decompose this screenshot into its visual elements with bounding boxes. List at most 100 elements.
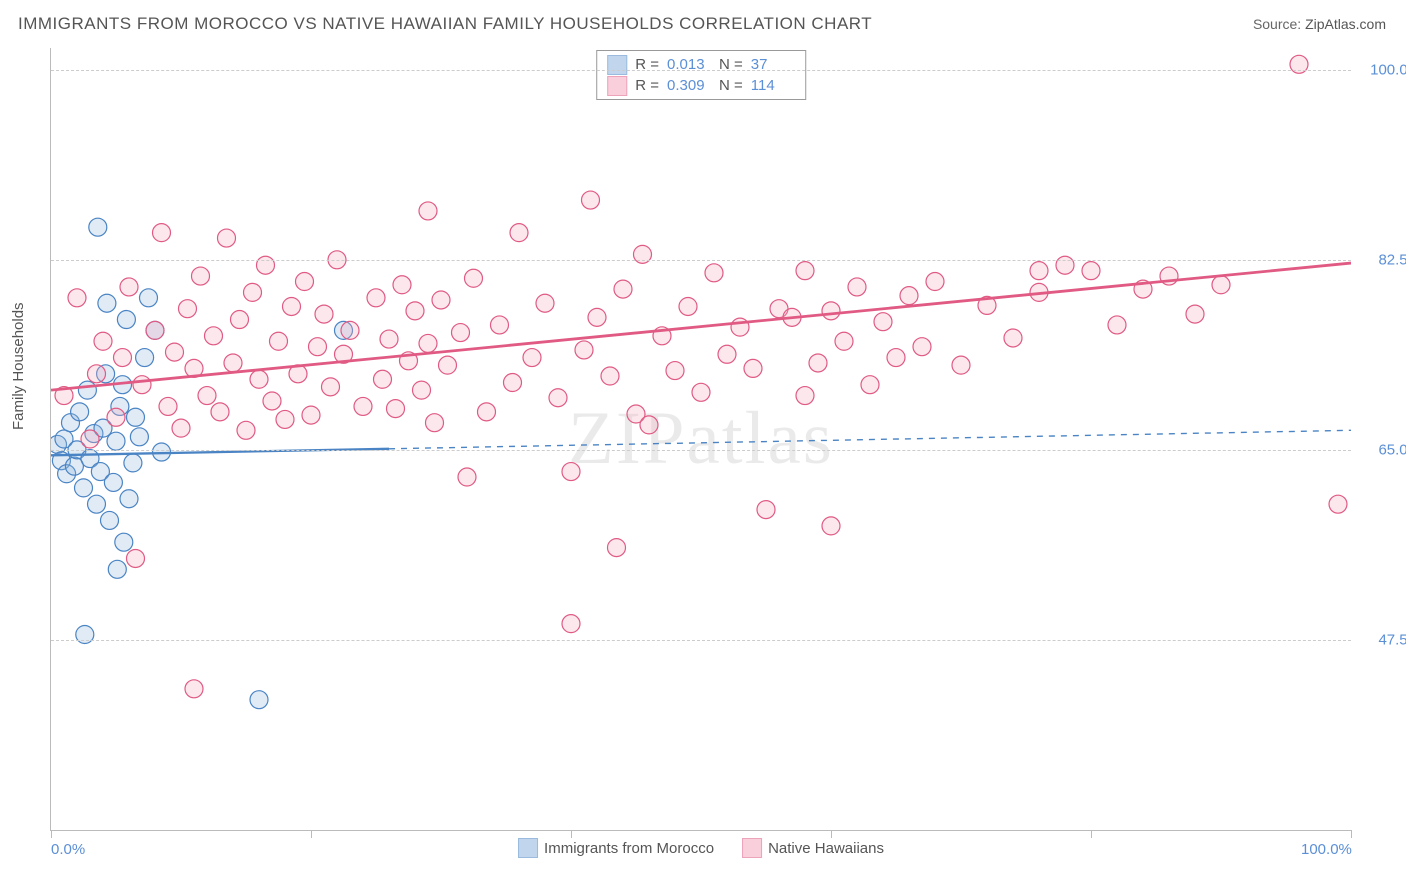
data-point-hawaiian: [192, 267, 210, 285]
data-point-hawaiian: [1030, 262, 1048, 280]
scatter-plot-area: ZIPatlas R =0.013N =37R =0.309N =114 Imm…: [50, 48, 1351, 831]
data-point-hawaiian: [244, 283, 262, 301]
data-point-hawaiian: [107, 408, 125, 426]
data-point-morocco: [130, 428, 148, 446]
data-point-morocco: [78, 381, 96, 399]
data-point-hawaiian: [848, 278, 866, 296]
stat-n-value: 114: [751, 75, 795, 96]
data-point-morocco: [140, 289, 158, 307]
data-point-hawaiian: [302, 406, 320, 424]
data-point-hawaiian: [270, 332, 288, 350]
y-gridline: [51, 70, 1351, 71]
data-point-hawaiian: [146, 321, 164, 339]
data-point-hawaiian: [452, 324, 470, 342]
data-point-hawaiian: [413, 381, 431, 399]
data-point-hawaiian: [478, 403, 496, 421]
data-point-hawaiian: [1108, 316, 1126, 334]
data-point-morocco: [124, 454, 142, 472]
data-point-hawaiian: [465, 269, 483, 287]
data-point-hawaiian: [458, 468, 476, 486]
trend-line-morocco-dashed: [389, 430, 1351, 448]
data-point-morocco: [250, 691, 268, 709]
data-point-hawaiian: [419, 334, 437, 352]
data-point-hawaiian: [133, 376, 151, 394]
data-point-hawaiian: [562, 615, 580, 633]
x-tick: [831, 830, 832, 838]
data-point-hawaiian: [491, 316, 509, 334]
data-point-hawaiian: [796, 387, 814, 405]
bottom-legend: Immigrants from Morocco Native Hawaiians: [518, 838, 884, 858]
legend-item: Native Hawaiians: [742, 838, 884, 858]
legend-item: Immigrants from Morocco: [518, 838, 714, 858]
data-point-hawaiian: [387, 400, 405, 418]
data-point-hawaiian: [874, 313, 892, 331]
data-point-hawaiian: [1329, 495, 1347, 513]
data-point-morocco: [127, 408, 145, 426]
x-tick-label: 0.0%: [51, 841, 85, 858]
data-point-hawaiian: [367, 289, 385, 307]
data-point-hawaiian: [679, 297, 697, 315]
data-point-morocco: [108, 560, 126, 578]
stat-r-label: R =: [635, 75, 659, 96]
y-gridline: [51, 640, 1351, 641]
y-tick-label: 100.0%: [1361, 61, 1406, 78]
data-point-hawaiian: [393, 276, 411, 294]
data-point-hawaiian: [796, 262, 814, 280]
x-tick: [571, 830, 572, 838]
chart-title: IMMIGRANTS FROM MOROCCO VS NATIVE HAWAII…: [18, 14, 872, 34]
data-point-hawaiian: [952, 356, 970, 374]
data-point-morocco: [98, 294, 116, 312]
stat-r-value: 0.309: [667, 75, 711, 96]
data-point-hawaiian: [432, 291, 450, 309]
source-attribution: Source: ZipAtlas.com: [1253, 16, 1386, 32]
legend-swatch-icon: [607, 76, 627, 96]
data-point-hawaiian: [426, 414, 444, 432]
data-point-hawaiian: [374, 370, 392, 388]
data-point-morocco: [107, 432, 125, 450]
data-point-morocco: [117, 311, 135, 329]
stat-r-label: R =: [635, 54, 659, 75]
data-point-hawaiian: [1004, 329, 1022, 347]
data-point-morocco: [120, 490, 138, 508]
legend-swatch-icon: [607, 55, 627, 75]
data-point-hawaiian: [205, 327, 223, 345]
data-point-hawaiian: [179, 300, 197, 318]
data-point-hawaiian: [705, 264, 723, 282]
data-point-hawaiian: [153, 224, 171, 242]
data-point-hawaiian: [94, 332, 112, 350]
data-point-hawaiian: [588, 308, 606, 326]
data-point-hawaiian: [198, 387, 216, 405]
scatter-svg: [51, 48, 1351, 830]
data-point-hawaiian: [861, 376, 879, 394]
data-point-hawaiian: [692, 383, 710, 401]
data-point-hawaiian: [757, 501, 775, 519]
data-point-hawaiian: [172, 419, 190, 437]
data-point-hawaiian: [283, 297, 301, 315]
data-point-morocco: [104, 473, 122, 491]
x-tick: [51, 830, 52, 838]
legend-swatch-icon: [742, 838, 762, 858]
y-tick-label: 82.5%: [1361, 251, 1406, 268]
data-point-hawaiian: [536, 294, 554, 312]
source-value: ZipAtlas.com: [1305, 16, 1386, 32]
data-point-hawaiian: [809, 354, 827, 372]
data-point-hawaiian: [231, 311, 249, 329]
data-point-hawaiian: [562, 463, 580, 481]
data-point-hawaiian: [718, 345, 736, 363]
data-point-hawaiian: [666, 362, 684, 380]
data-point-hawaiian: [68, 289, 86, 307]
data-point-hawaiian: [237, 421, 255, 439]
data-point-hawaiian: [1186, 305, 1204, 323]
data-point-hawaiian: [81, 430, 99, 448]
data-point-hawaiian: [900, 287, 918, 305]
stat-n-label: N =: [719, 75, 743, 96]
data-point-hawaiian: [296, 273, 314, 291]
data-point-hawaiian: [315, 305, 333, 323]
data-point-hawaiian: [822, 517, 840, 535]
x-tick: [1351, 830, 1352, 838]
data-point-morocco: [115, 533, 133, 551]
stat-r-value: 0.013: [667, 54, 711, 75]
data-point-hawaiian: [510, 224, 528, 242]
data-point-morocco: [89, 218, 107, 236]
data-point-hawaiian: [211, 403, 229, 421]
